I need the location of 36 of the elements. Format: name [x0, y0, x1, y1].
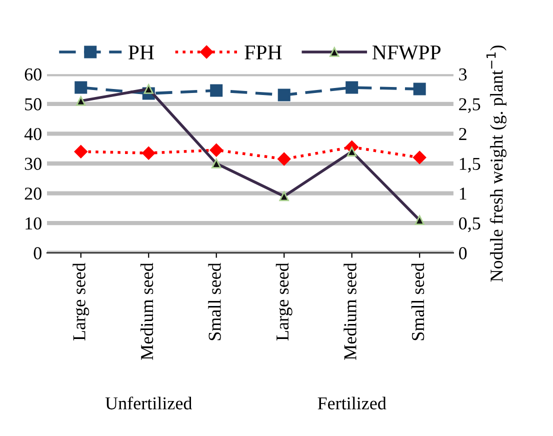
x-tick-label: Large seed: [72, 262, 90, 340]
legend-label: PH: [128, 46, 154, 60]
y-tick-label: 60: [24, 68, 42, 81]
point: [74, 81, 88, 94]
point: [413, 82, 426, 96]
legend-label: NFWPP: [372, 46, 441, 60]
point: [346, 81, 358, 94]
x-tick-label: Small seed: [208, 262, 221, 340]
y-tick-label: 20: [24, 188, 42, 200]
y-tick-label: 40: [24, 128, 42, 140]
y2-tick-label: 2,5: [459, 98, 480, 113]
y-tick-label: 10: [26, 217, 42, 230]
point: [210, 84, 223, 97]
y2-tick-label: 1: [460, 188, 466, 200]
point: [142, 146, 156, 160]
y2-tick-label: 0: [459, 247, 467, 260]
y2-tick-label: 0,5: [459, 217, 480, 232]
y-tick-label: 30: [24, 158, 42, 170]
legend-label: FPH: [244, 46, 282, 60]
x-tick-label: Medium seed: [344, 262, 356, 360]
x-tick-label: Large seed: [276, 262, 292, 340]
point: [278, 88, 290, 102]
y2-tick-label: 1,5: [460, 158, 480, 173]
y2-axis-title: Nodule fresh weight (g. plant$^{−1}$): [486, 46, 506, 282]
y2-tick-label: 2: [459, 128, 466, 140]
text: Unfertilized: [105, 396, 192, 410]
point: [278, 152, 291, 166]
y-tick-label: 50: [25, 98, 42, 110]
y2-tick-label: 3: [459, 68, 467, 81]
point: [74, 144, 88, 158]
point: [210, 144, 223, 157]
x-tick-label: Medium seed: [140, 262, 154, 360]
y-tick-label: 0: [34, 247, 42, 260]
text: Fertilized: [318, 396, 386, 410]
point: [413, 150, 426, 164]
x-tick-label: Small seed: [411, 262, 424, 340]
